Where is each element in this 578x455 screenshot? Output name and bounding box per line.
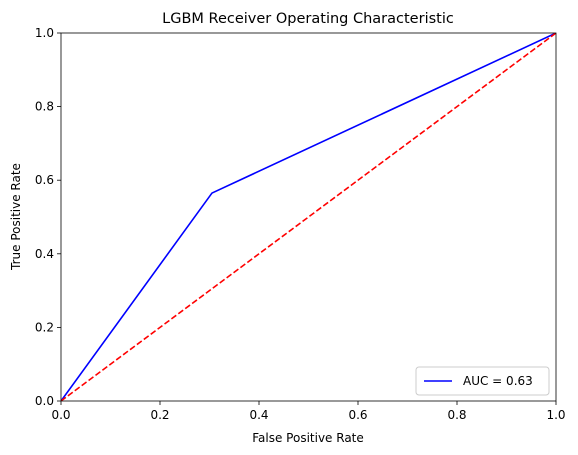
- legend: AUC = 0.63: [415, 366, 550, 396]
- x-tick-label: 0.6: [348, 408, 367, 422]
- y-tick-label: 0.2: [35, 320, 54, 334]
- x-tick-label: 1.0: [546, 408, 565, 422]
- x-tick-label: 0.0: [51, 408, 70, 422]
- y-tick-label: 0.0: [35, 394, 54, 408]
- series-line-chance: [61, 33, 556, 401]
- y-tick-label: 0.8: [35, 100, 54, 114]
- chart-title: LGBM Receiver Operating Characteristic: [162, 11, 454, 27]
- legend-label: AUC = 0.63: [463, 374, 533, 388]
- plot-lines: [61, 33, 556, 401]
- x-tick-label: 0.4: [249, 408, 268, 422]
- legend-box: [415, 366, 550, 396]
- x-axis-ticks: 0.0 0.2 0.4 0.6 0.8 1.0: [51, 401, 566, 422]
- x-tick-label: 0.8: [447, 408, 466, 422]
- y-axis-label: True Positive Rate: [9, 163, 23, 271]
- series-line-auc: [61, 33, 556, 401]
- y-tick-label: 1.0: [35, 26, 54, 40]
- axes-frame: [60, 32, 557, 402]
- y-tick-label: 0.4: [35, 247, 54, 261]
- y-tick-label: 0.6: [35, 173, 54, 187]
- plot-border: [60, 32, 557, 402]
- x-tick-label: 0.2: [150, 408, 169, 422]
- x-axis-label: False Positive Rate: [252, 431, 364, 445]
- y-axis-ticks: 0.0 0.2 0.4 0.6 0.8 1.0: [35, 26, 61, 408]
